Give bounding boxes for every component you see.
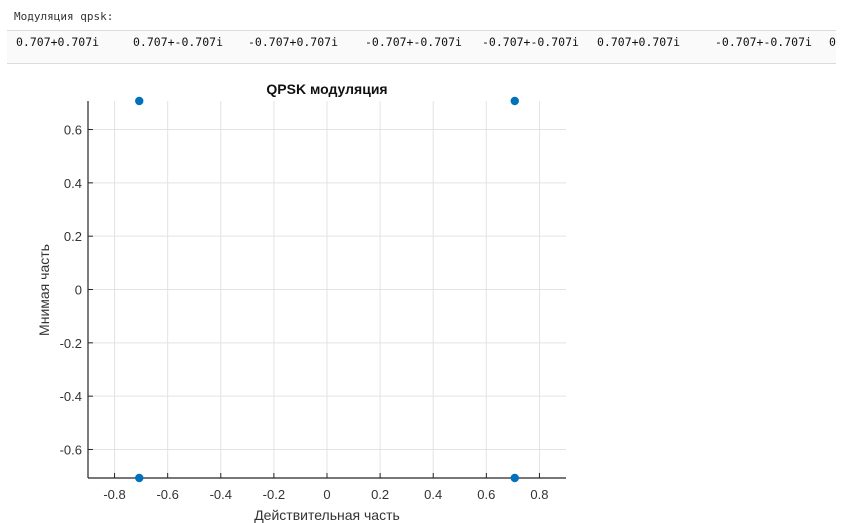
data-points: [135, 96, 519, 483]
output-value: -0.707+-0.707i: [482, 35, 579, 49]
chart-title: QPSK модуляция: [266, 81, 387, 97]
y-tick-label: 0.2: [64, 229, 82, 244]
x-tick-label: -0.8: [103, 487, 125, 502]
qpsk-scatter-plot: -0.8 -0.6 -0.4 -0.2 0 0.2 0.4 0.6 0.8 -0.6 -0.4 -0.…: [36, 81, 566, 523]
scatter-point: [510, 473, 519, 483]
scatter-point: [135, 473, 144, 483]
x-tick-label: 0.2: [371, 487, 389, 502]
output-values-row: 0.707+0.707i 0.707+-0.707i -0.707+0.707i -0…: [7, 31, 836, 63]
output-value: -0.707+0.707i: [248, 35, 339, 49]
x-axis-label: Действительная часть: [254, 507, 400, 523]
grid: [88, 101, 566, 478]
axes: [87, 101, 566, 479]
output-value: 0.707+-0.707i: [133, 35, 224, 49]
y-tick-label: 0.6: [64, 123, 82, 138]
y-tick-label: 0: [75, 283, 82, 298]
x-tick-label: 0.4: [424, 487, 442, 502]
output-value: -0.707+-0.707i: [365, 35, 462, 49]
x-tick-label: -0.2: [263, 487, 285, 502]
output-value: 0.707+0.707i: [597, 35, 681, 49]
y-tick-label: -0.2: [60, 336, 82, 351]
scatter-point: [135, 96, 144, 106]
output-values-box: 0.707+0.707i 0.707+-0.707i -0.707+0.707i -0…: [7, 30, 836, 64]
output-label: Модуляция qpsk:: [14, 10, 114, 23]
y-tick-label: -0.6: [60, 442, 82, 457]
y-axis-label: Мнимая часть: [36, 244, 52, 336]
y-tick-label: 0.4: [64, 176, 82, 191]
x-tick-label: 0: [323, 487, 330, 502]
scatter-point: [510, 96, 519, 106]
x-tick-label: -0.6: [156, 487, 178, 502]
output-value: -0.707+-0.707i: [715, 35, 812, 49]
x-tick-label: -0.4: [210, 487, 232, 502]
tick-labels: -0.8 -0.6 -0.4 -0.2 0 0.2 0.4 0.6 0.8 -0.6 -0.4 -0.…: [60, 123, 549, 502]
x-tick-label: 0.6: [477, 487, 495, 502]
output-value: 0: [829, 35, 836, 49]
y-tick-label: -0.4: [60, 389, 82, 404]
x-tick-label: 0.8: [530, 487, 548, 502]
output-value: 0.707+0.707i: [16, 35, 100, 49]
